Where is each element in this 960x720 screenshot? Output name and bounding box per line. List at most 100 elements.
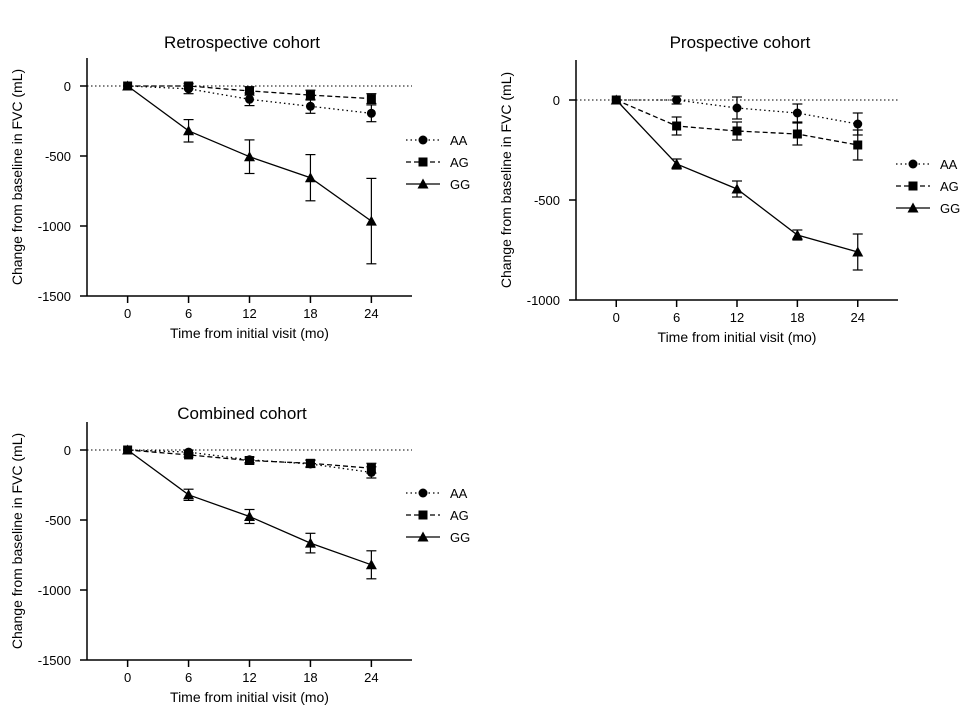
data-point: [732, 126, 742, 136]
x-tick-label: 24: [364, 670, 378, 685]
data-point: [304, 172, 316, 183]
y-axis-label: Change from baseline in FVC (mL): [9, 69, 25, 285]
y-tick-label: -500: [45, 149, 71, 164]
data-point: [244, 511, 255, 521]
y-tick-label: -1500: [38, 289, 71, 304]
data-point: [184, 450, 194, 460]
data-point: [183, 125, 195, 136]
legend-label: GG: [450, 530, 470, 545]
series-gg: [122, 444, 377, 580]
series-gg: [122, 80, 377, 265]
y-tick-label: 0: [64, 79, 71, 94]
x-tick-label: 12: [242, 670, 256, 685]
data-point: [122, 444, 134, 455]
y-tick-label: -1000: [38, 219, 71, 234]
data-point: [184, 81, 194, 91]
data-point: [792, 129, 802, 139]
chart-title: Retrospective cohort: [164, 33, 320, 52]
data-point: [305, 458, 315, 468]
legend-label: AA: [940, 157, 958, 172]
legend: AA AG GG: [406, 486, 470, 545]
data-point: [672, 95, 682, 105]
y-tick-label: -1500: [38, 653, 71, 668]
y-tick-label: -1000: [38, 583, 71, 598]
data-point: [853, 119, 863, 129]
x-axis-label: Time from initial visit (mo): [658, 329, 817, 345]
data-point: [183, 489, 195, 500]
data-point: [365, 559, 377, 570]
legend-marker: [417, 178, 429, 189]
data-point: [852, 246, 864, 257]
data-point: [305, 101, 315, 111]
data-point: [245, 86, 254, 96]
chart-title: Combined cohort: [177, 404, 307, 423]
y-axis-label: Change from baseline in FVC (mL): [498, 72, 514, 288]
x-tick-label: 24: [364, 306, 378, 321]
series-aa: [611, 95, 863, 136]
data-point: [853, 140, 863, 150]
x-tick-label: 0: [124, 306, 131, 321]
legend-label: AG: [940, 179, 959, 194]
series-ag: [123, 445, 377, 474]
data-point: [366, 463, 376, 473]
legend: AA AG GG: [896, 157, 960, 216]
x-tick-label: 18: [303, 306, 317, 321]
data-point: [304, 537, 316, 548]
legend-label: AG: [450, 508, 469, 523]
chart-panel-1: Retrospective cohort 0 -500 -1000 -1500 0 6 12 1…: [9, 33, 470, 341]
data-point: [792, 108, 802, 118]
x-tick-label: 12: [242, 306, 256, 321]
data-point: [671, 158, 683, 169]
x-tick-label: 6: [185, 306, 192, 321]
x-tick-label: 0: [124, 670, 131, 685]
chart-title: Prospective cohort: [670, 33, 811, 52]
chart-panel-3: Combined cohort 0 -500 -1000 -1500 0 6 12 18 24 Ti…: [9, 404, 470, 705]
legend-label: AG: [450, 155, 469, 170]
legend-marker: [908, 159, 918, 169]
legend-label: GG: [450, 177, 470, 192]
data-point: [245, 94, 254, 104]
legend-marker: [907, 202, 919, 213]
data-point: [366, 94, 376, 104]
legend-marker: [417, 531, 429, 542]
legend-marker: [418, 135, 428, 145]
x-tick-label: 0: [613, 310, 620, 325]
legend-label: GG: [940, 201, 960, 216]
x-tick-label: 12: [730, 310, 744, 325]
data-point: [245, 456, 254, 465]
x-tick-label: 18: [303, 670, 317, 685]
x-axis-label: Time from initial visit (mo): [170, 325, 329, 341]
data-point: [672, 121, 682, 131]
y-axis-label: Change from baseline in FVC (mL): [9, 433, 25, 649]
x-tick-label: 6: [673, 310, 680, 325]
series-gg: [610, 94, 864, 271]
x-tick-label: 6: [185, 670, 192, 685]
legend-marker: [908, 181, 918, 191]
data-point: [366, 108, 376, 118]
y-tick-label: 0: [553, 93, 560, 108]
y-tick-label: -500: [45, 513, 71, 528]
x-tick-label: 18: [790, 310, 804, 325]
legend-label: AA: [450, 133, 468, 148]
data-point: [791, 229, 803, 240]
series-line: [615, 99, 858, 146]
y-tick-label: -1000: [527, 293, 560, 308]
chart-panel-2: Prospective cohort 0 -500 -1000 0 6 12 18 24 Time…: [498, 33, 960, 345]
data-point: [610, 94, 622, 105]
legend-marker: [418, 157, 428, 167]
data-point: [365, 215, 377, 226]
data-point: [244, 151, 255, 162]
data-point: [731, 183, 743, 194]
data-point: [305, 90, 315, 100]
legend: AA AG GG: [406, 133, 470, 192]
y-tick-label: 0: [64, 443, 71, 458]
x-axis-label: Time from initial visit (mo): [170, 689, 329, 705]
data-point: [732, 103, 742, 113]
data-point: [122, 80, 134, 91]
x-tick-label: 24: [851, 310, 865, 325]
legend-label: AA: [450, 486, 468, 501]
y-tick-label: -500: [534, 193, 560, 208]
legend-marker: [418, 510, 428, 520]
legend-marker: [418, 488, 428, 498]
